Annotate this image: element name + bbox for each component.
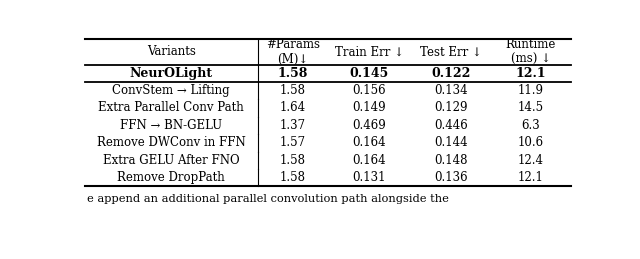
Text: 0.131: 0.131	[353, 171, 386, 184]
Text: ConvStem → Lifting: ConvStem → Lifting	[113, 84, 230, 97]
Text: Runtime
(ms) ↓: Runtime (ms) ↓	[506, 38, 556, 66]
Text: FFN → BN-GELU: FFN → BN-GELU	[120, 119, 222, 132]
Text: 1.37: 1.37	[280, 119, 306, 132]
Text: 10.6: 10.6	[518, 136, 544, 149]
Text: 0.129: 0.129	[434, 102, 467, 114]
Text: 0.446: 0.446	[434, 119, 468, 132]
Text: 0.136: 0.136	[434, 171, 468, 184]
Text: 1.57: 1.57	[280, 136, 306, 149]
Text: 12.1: 12.1	[518, 171, 544, 184]
Text: 0.149: 0.149	[353, 102, 386, 114]
Text: 12.1: 12.1	[516, 67, 547, 80]
Text: 0.144: 0.144	[434, 136, 468, 149]
Text: 0.469: 0.469	[353, 119, 386, 132]
Text: 1.58: 1.58	[280, 84, 306, 97]
Text: Test Err ↓: Test Err ↓	[420, 46, 482, 59]
Text: 1.58: 1.58	[278, 67, 308, 80]
Text: 0.156: 0.156	[353, 84, 386, 97]
Text: 0.122: 0.122	[431, 67, 470, 80]
Text: 0.134: 0.134	[434, 84, 468, 97]
Text: 11.9: 11.9	[518, 84, 544, 97]
Text: 1.64: 1.64	[280, 102, 306, 114]
Text: 1.58: 1.58	[280, 171, 306, 184]
Text: #Params
(M)↓: #Params (M)↓	[266, 38, 320, 66]
Text: NeurOLight: NeurOLight	[130, 67, 213, 80]
Text: 0.145: 0.145	[349, 67, 389, 80]
Text: 1.58: 1.58	[280, 154, 306, 167]
Text: 12.4: 12.4	[518, 154, 544, 167]
Text: Extra GELU After FNO: Extra GELU After FNO	[103, 154, 239, 167]
Text: 0.164: 0.164	[353, 136, 386, 149]
Text: Remove DropPath: Remove DropPath	[117, 171, 225, 184]
Text: Variants: Variants	[147, 46, 196, 59]
Text: Extra Parallel Conv Path: Extra Parallel Conv Path	[99, 102, 244, 114]
Text: 0.164: 0.164	[353, 154, 386, 167]
Text: 6.3: 6.3	[522, 119, 540, 132]
Text: Train Err ↓: Train Err ↓	[335, 46, 404, 59]
Text: 0.148: 0.148	[434, 154, 467, 167]
Text: Remove DWConv in FFN: Remove DWConv in FFN	[97, 136, 246, 149]
Text: e append an additional parallel convolution path alongside the: e append an additional parallel convolut…	[88, 194, 449, 204]
Text: 14.5: 14.5	[518, 102, 544, 114]
